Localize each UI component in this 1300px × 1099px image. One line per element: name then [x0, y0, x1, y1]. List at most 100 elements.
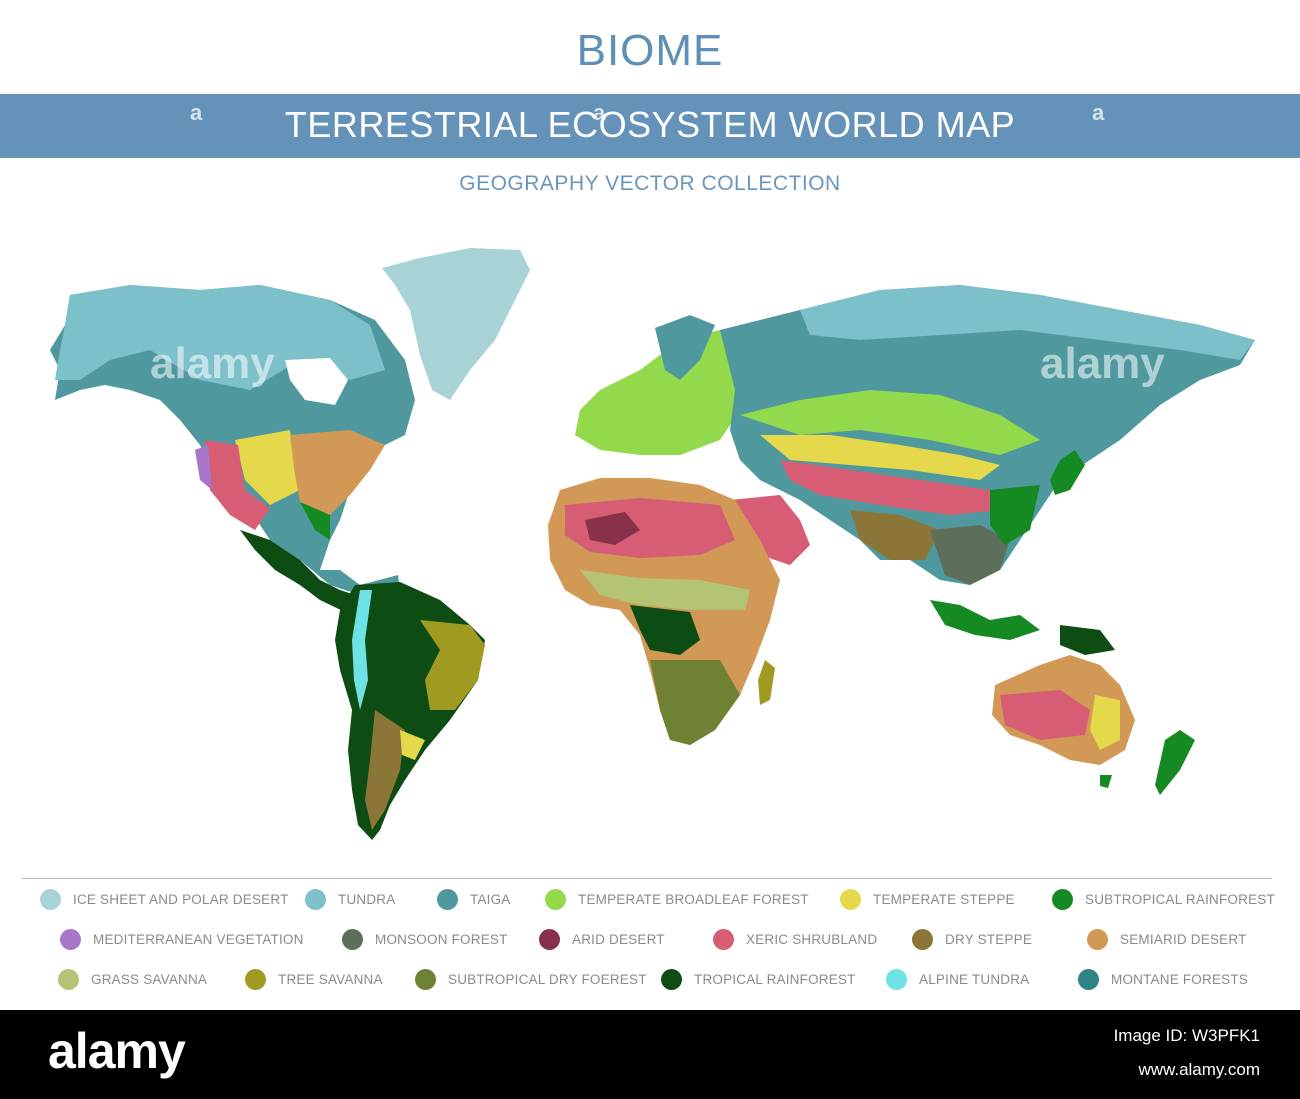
- australia-steppe: [1090, 695, 1120, 750]
- new-zealand: [1155, 730, 1195, 795]
- legend-item: SUBTROPICAL DRY FOEREST: [415, 968, 647, 990]
- north-america-subtropical: [300, 502, 330, 540]
- legend-item: ALPINE TUNDRA: [886, 968, 1029, 990]
- legend-item: ARID DESERT: [539, 928, 665, 950]
- legend-item: TUNDRA: [305, 888, 395, 910]
- new-guinea: [1060, 625, 1115, 655]
- legend-swatch: [60, 928, 81, 950]
- asia-broadleaf: [740, 390, 1040, 455]
- map-watermark-right: alamy: [1040, 339, 1165, 388]
- legend-item: TAIGA: [437, 888, 511, 910]
- central-america-landmass: [240, 530, 360, 612]
- legend-swatch: [58, 968, 79, 990]
- title-banner: a a a TERRESTRIAL ECOSYSTEM WORLD MAP: [0, 94, 1300, 158]
- legend-swatch: [1087, 928, 1108, 950]
- legend-label: TREE SAVANNA: [278, 971, 383, 987]
- north-america-semiarid: [290, 430, 385, 515]
- subtitle: GEOGRAPHY VECTOR COLLECTION: [459, 172, 841, 195]
- legend-swatch: [545, 888, 566, 910]
- page-title: BIOME: [576, 26, 724, 75]
- north-america-steppe: [235, 430, 300, 505]
- footer-bar: alamy Image ID: W3PFK1 www.alamy.com: [0, 1010, 1300, 1099]
- legend-item: MONSOON FOREST: [342, 928, 508, 950]
- legend-swatch: [912, 928, 933, 950]
- asia-tundra: [800, 285, 1255, 360]
- legend-divider: [22, 878, 1272, 879]
- legend-swatch: [305, 888, 326, 910]
- australia-xeric: [1000, 690, 1090, 740]
- watermark-a-icon: a: [190, 100, 203, 125]
- legend-label: SUBTROPICAL DRY FOEREST: [448, 971, 647, 987]
- hudson-bay: [285, 358, 348, 405]
- legend-swatch: [1052, 888, 1073, 910]
- legend-label: GRASS SAVANNA: [91, 971, 208, 987]
- legend-swatch: [437, 888, 458, 910]
- north-america-tundra: [55, 285, 385, 390]
- africa-sahara-core: [585, 512, 640, 545]
- legend-label: SUBTROPICAL RAINFOREST: [1085, 891, 1275, 907]
- watermark-a-icon: a: [1092, 100, 1105, 125]
- legend-swatch: [415, 968, 436, 990]
- tasmania: [1100, 775, 1112, 788]
- legend-item: ICE SHEET AND POLAR DESERT: [40, 888, 289, 910]
- legend-label: TROPICAL RAINFOREST: [694, 971, 856, 987]
- legend-label: TEMPERATE STEPPE: [873, 891, 1015, 907]
- north-america-xeric: [205, 440, 270, 530]
- africa-savanna: [580, 570, 750, 610]
- legend-label: MONTANE FORESTS: [1111, 971, 1249, 987]
- legend-label: SEMIARID DESERT: [1120, 931, 1247, 947]
- legend-item: DRY STEPPE: [912, 928, 1032, 950]
- legend-label: ARID DESERT: [572, 931, 665, 947]
- legend-label: TAIGA: [470, 891, 511, 907]
- legend-label: DRY STEPPE: [945, 931, 1033, 947]
- asia-dry-steppe: [850, 510, 940, 560]
- asia-xeric: [780, 460, 1000, 515]
- north-america-med: [195, 445, 212, 490]
- legend-label: ALPINE TUNDRA: [919, 971, 1030, 987]
- legend-label: ICE SHEET AND POLAR DESERT: [73, 891, 289, 907]
- legend-swatch: [342, 928, 363, 950]
- africa-southern: [650, 660, 740, 745]
- legend-item: SUBTROPICAL RAINFOREST: [1052, 888, 1275, 910]
- legend-swatch: [840, 888, 861, 910]
- south-america-savanna: [420, 620, 485, 710]
- world-biome-map: alamy alamy: [50, 248, 1255, 840]
- south-america-steppe: [400, 730, 425, 760]
- arabia-landmass: [730, 495, 810, 565]
- legend-label: MONSOON FOREST: [375, 931, 508, 947]
- japan: [1050, 450, 1085, 495]
- legend-item: MONTANE FORESTS: [1078, 968, 1248, 990]
- southeast-asia-islands: [930, 600, 1040, 640]
- legend-item: GRASS SAVANNA: [58, 968, 207, 990]
- footer-url: www.alamy.com: [1138, 1060, 1260, 1079]
- legend-item: MEDITERRANEAN VEGETATION: [60, 928, 304, 950]
- asia-steppe: [760, 435, 1000, 480]
- image-id: Image ID: W3PFK1: [1113, 1026, 1260, 1045]
- legend-item: TROPICAL RAINFOREST: [661, 968, 856, 990]
- legend-swatch: [713, 928, 734, 950]
- legend-item: XERIC SHRUBLAND: [713, 928, 877, 950]
- banner-title: TERRESTRIAL ECOSYSTEM WORLD MAP: [284, 104, 1016, 145]
- legend-item: TREE SAVANNA: [245, 968, 383, 990]
- legend-swatch: [886, 968, 907, 990]
- legend-label: MEDITERRANEAN VEGETATION: [93, 931, 304, 947]
- legend-label: TEMPERATE BROADLEAF FOREST: [578, 891, 809, 907]
- legend-swatch: [539, 928, 560, 950]
- legend-item: TEMPERATE BROADLEAF FOREST: [545, 888, 809, 910]
- legend-item: SEMIARID DESERT: [1087, 928, 1247, 950]
- legend-item: TEMPERATE STEPPE: [840, 888, 1015, 910]
- legend-label: XERIC SHRUBLAND: [746, 931, 878, 947]
- south-america-alpine: [352, 590, 372, 710]
- asia-subtropical: [990, 485, 1040, 545]
- europe-landmass: [575, 330, 760, 455]
- legend-swatch: [40, 888, 61, 910]
- africa-rainforest: [630, 605, 700, 655]
- legend-swatch: [245, 968, 266, 990]
- scandinavia: [655, 315, 715, 380]
- footer-brand-logo: alamy: [48, 1023, 186, 1079]
- legend-label: TUNDRA: [338, 891, 396, 907]
- watermark-a-icon: a: [593, 100, 606, 125]
- greenland-landmass: [382, 248, 530, 400]
- madagascar: [758, 660, 775, 705]
- asia-monsoon: [930, 525, 1010, 585]
